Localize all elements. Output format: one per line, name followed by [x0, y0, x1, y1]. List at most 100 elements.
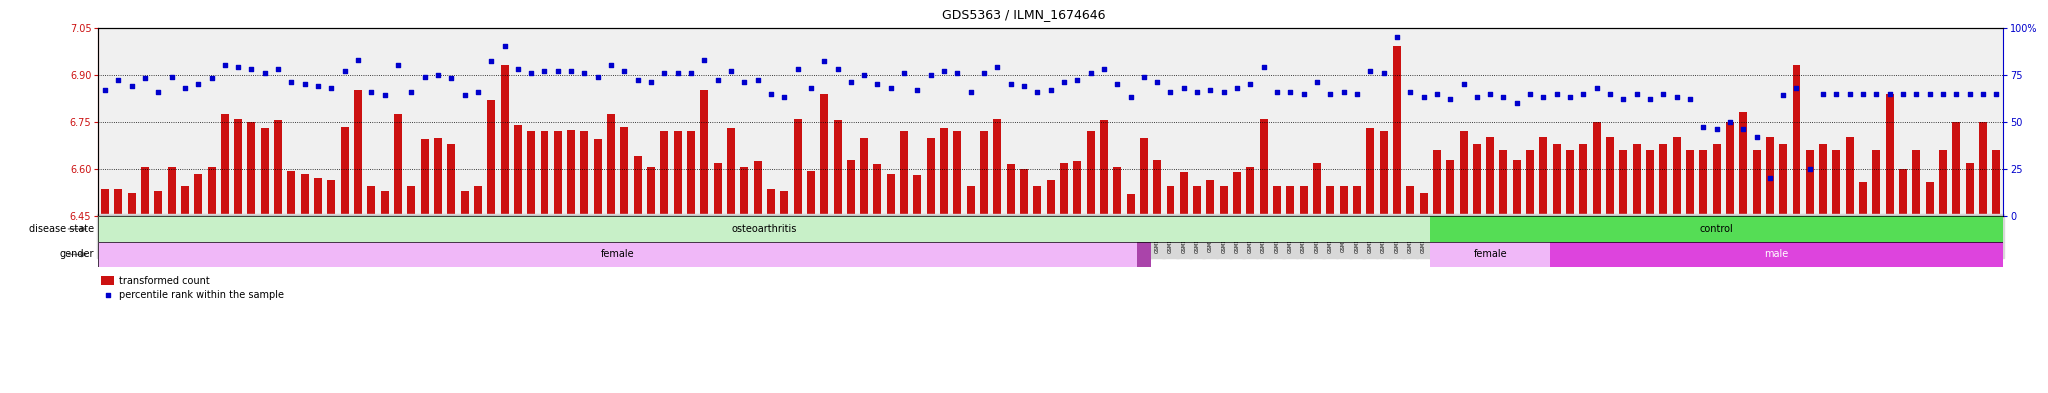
Point — [182, 81, 215, 87]
Point — [621, 77, 653, 83]
Bar — [1886, 94, 1894, 216]
Bar — [1286, 186, 1294, 216]
Point — [1700, 126, 1733, 132]
Bar — [1686, 150, 1694, 216]
Bar — [567, 130, 575, 216]
Bar — [1137, 242, 1151, 267]
Point — [1315, 90, 1348, 97]
Point — [408, 73, 440, 80]
Point — [754, 90, 786, 97]
Bar — [940, 128, 948, 216]
Bar — [621, 127, 629, 216]
Point — [954, 88, 987, 95]
Bar — [420, 139, 428, 216]
Bar — [408, 186, 416, 216]
Point — [688, 57, 721, 63]
Point — [741, 77, 774, 83]
Bar — [1898, 169, 1907, 216]
Bar — [1806, 150, 1815, 216]
Bar — [1753, 150, 1761, 216]
Bar — [1247, 167, 1255, 216]
Bar — [1499, 150, 1507, 216]
Text: control: control — [1700, 224, 1733, 234]
Bar — [1712, 145, 1720, 216]
Bar — [127, 193, 135, 216]
Bar — [633, 156, 641, 216]
Point — [1554, 94, 1587, 101]
Bar — [1446, 160, 1454, 216]
Bar — [1419, 193, 1427, 216]
Bar — [1221, 186, 1227, 216]
Point — [1114, 94, 1147, 101]
Point — [262, 66, 295, 72]
Bar — [1047, 180, 1055, 216]
Point — [1767, 92, 1800, 99]
Bar — [367, 186, 375, 216]
Point — [567, 70, 600, 76]
Point — [1208, 88, 1241, 95]
Point — [981, 64, 1014, 70]
Point — [1167, 85, 1200, 91]
Point — [1087, 66, 1120, 72]
Point — [662, 70, 694, 76]
Point — [1821, 90, 1853, 97]
Bar — [1939, 150, 1948, 216]
Bar — [553, 131, 561, 216]
Point — [156, 73, 188, 80]
Bar — [1860, 182, 1868, 216]
Point — [1581, 85, 1614, 91]
Point — [1886, 90, 1919, 97]
Point — [700, 77, 733, 83]
Bar — [446, 144, 455, 216]
Bar — [207, 167, 215, 216]
Bar — [1073, 161, 1081, 216]
Point — [236, 66, 268, 72]
Point — [1620, 90, 1653, 97]
Point — [1513, 90, 1546, 97]
Point — [354, 88, 387, 95]
Point — [1753, 175, 1786, 182]
Bar — [1593, 122, 1602, 216]
Point — [502, 66, 535, 72]
Point — [635, 79, 668, 85]
Point — [514, 70, 547, 76]
Bar — [1765, 137, 1774, 216]
Bar — [1087, 131, 1094, 216]
Bar — [739, 167, 748, 216]
Bar — [1167, 186, 1174, 216]
Point — [1567, 90, 1599, 97]
Point — [168, 85, 201, 91]
Bar — [313, 178, 322, 216]
Bar — [1313, 163, 1321, 216]
Bar — [606, 114, 614, 216]
Point — [1407, 94, 1440, 101]
Bar — [1550, 242, 2003, 267]
Bar — [1819, 145, 1827, 216]
Bar — [526, 131, 535, 216]
Point — [1593, 90, 1626, 97]
Point — [528, 68, 561, 74]
Bar — [1913, 150, 1921, 216]
Bar — [659, 131, 668, 216]
Point — [434, 75, 467, 82]
Bar — [1925, 182, 1933, 216]
Bar — [901, 131, 907, 216]
Point — [1102, 81, 1135, 87]
Point — [1460, 94, 1493, 101]
Point — [1141, 79, 1174, 85]
Bar — [473, 186, 481, 216]
Point — [821, 66, 854, 72]
Text: disease state: disease state — [29, 224, 94, 234]
Bar — [1141, 138, 1147, 216]
Bar — [1526, 150, 1534, 216]
Bar — [1673, 137, 1681, 216]
Point — [1327, 88, 1360, 95]
Bar — [647, 167, 655, 216]
Bar — [713, 163, 721, 216]
Bar — [1034, 186, 1040, 216]
Point — [248, 70, 281, 76]
Bar — [967, 186, 975, 216]
Bar — [1993, 150, 2001, 216]
Point — [1661, 94, 1694, 101]
Bar — [1739, 112, 1747, 216]
